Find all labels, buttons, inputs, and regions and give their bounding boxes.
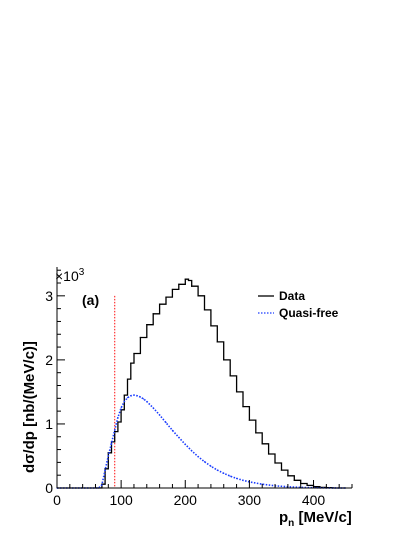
x-tick-label: 300 <box>238 492 262 508</box>
data-point <box>287 475 289 477</box>
quasi-free-point <box>130 395 132 397</box>
quasi-free-point <box>139 396 141 398</box>
data-point <box>203 309 206 311</box>
quasi-free-point <box>159 414 161 416</box>
data-point <box>268 453 270 455</box>
data-point <box>126 378 129 380</box>
series-line-data <box>57 278 346 489</box>
quasi-free-point <box>235 477 238 479</box>
data-point <box>104 468 106 470</box>
x-tick-label: 0 <box>53 492 61 508</box>
quasi-free-point <box>242 479 244 481</box>
quasi-free-point <box>171 429 174 431</box>
data-point <box>280 469 283 471</box>
data-point <box>133 352 135 355</box>
quasi-free-point <box>216 469 218 471</box>
legend: Data Quasi-free <box>258 289 339 320</box>
y-tick-label: 2 <box>45 352 53 368</box>
data-point <box>130 362 132 364</box>
quasi-free-point <box>223 472 225 474</box>
x-tick-label: 400 <box>302 492 326 508</box>
quasi-free-point <box>191 450 193 452</box>
data-point <box>293 479 295 481</box>
legend-label-data: Data <box>279 289 305 303</box>
quasi-free-point <box>136 395 138 397</box>
data-point <box>223 359 225 361</box>
quasi-free-point <box>120 407 122 409</box>
data-point <box>178 283 180 285</box>
quasi-free-point <box>114 429 116 431</box>
x-axis-label-units: [MeV/c] <box>294 509 352 526</box>
data-point <box>274 462 276 464</box>
quasi-free-point <box>133 394 135 396</box>
quasi-free-point <box>184 443 186 446</box>
data-point <box>165 296 167 298</box>
quasi-free-point <box>142 398 145 400</box>
quasi-free-point <box>178 436 180 438</box>
data-point <box>139 336 141 339</box>
data-point <box>235 391 238 393</box>
series-line-quasi-free <box>57 394 346 489</box>
y-tick-label: 3 <box>45 288 53 304</box>
quasi-free-point <box>126 397 129 399</box>
x-tick-label: 200 <box>174 492 198 508</box>
y-tick-label: 1 <box>45 416 53 432</box>
quasi-free-point <box>104 469 106 471</box>
data-point <box>248 419 250 421</box>
quasi-free-point <box>123 400 125 403</box>
data-point <box>191 285 193 287</box>
y-multiplier-exponent: 3 <box>79 267 85 278</box>
quasi-free-point <box>203 461 206 463</box>
quasi-free-point <box>197 456 199 458</box>
y-tick-label: 0 <box>45 480 53 496</box>
y-multiplier-base: ×10 <box>55 268 79 284</box>
axes <box>56 267 352 489</box>
quasi-free-point <box>107 455 109 457</box>
y-axis-label: dσ/dp [nb/(MeV/c)] <box>21 341 38 473</box>
data-point <box>229 375 231 377</box>
quasi-free-point <box>229 475 231 477</box>
x-axis-label: pn [MeV/c] <box>279 509 352 529</box>
data-point <box>300 482 302 485</box>
quasi-free-point <box>117 416 119 419</box>
data-point <box>210 325 212 327</box>
data-point <box>146 324 148 326</box>
legend-label-quasi-free: Quasi-free <box>279 306 339 320</box>
data-point <box>242 406 244 408</box>
data-point <box>197 295 199 297</box>
panel-label: (a) <box>82 292 99 308</box>
data-point <box>114 431 116 433</box>
data-point <box>216 341 218 343</box>
x-axis-label-main: p <box>279 509 288 526</box>
y-multiplier: ×103 <box>55 267 85 284</box>
data-point <box>187 279 190 282</box>
quasi-free-point <box>165 422 167 424</box>
data-point <box>184 278 186 280</box>
quasi-free-point <box>152 407 154 409</box>
data-point <box>306 484 308 487</box>
data-point <box>255 432 257 434</box>
data-point <box>171 288 174 291</box>
data-point <box>261 443 263 445</box>
data-point <box>159 303 161 305</box>
x-tick-label: 100 <box>109 492 133 508</box>
quasi-free-point <box>101 484 103 486</box>
data-point <box>123 394 125 396</box>
quasi-free-point <box>146 400 148 403</box>
quasi-free-point <box>110 442 113 444</box>
x-axis-label-subscript: n <box>288 518 294 529</box>
quasi-free-point <box>210 465 212 467</box>
ticks: 0 100 200 300 400 0 1 2 3 <box>45 269 353 508</box>
data-point <box>152 313 154 315</box>
